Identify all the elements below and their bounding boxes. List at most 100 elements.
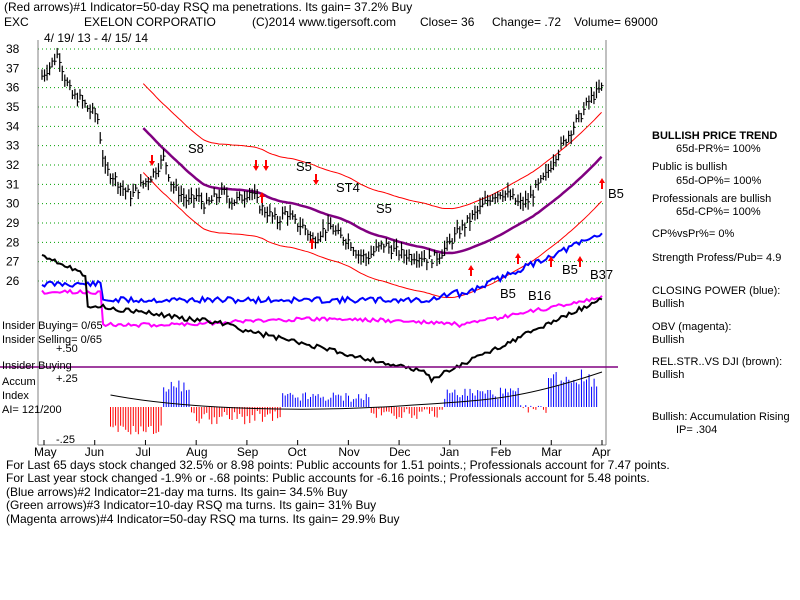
signal-label-b16: B16 bbox=[528, 288, 551, 303]
moving-average-path bbox=[142, 127, 603, 255]
red-buy-arrow bbox=[577, 256, 583, 267]
insider-selling-count: Insider Selling= 0/65 bbox=[2, 334, 102, 346]
y-tick-label-27: 27 bbox=[6, 255, 20, 269]
accum-plus25-label: +.25 bbox=[56, 373, 78, 385]
cpvspr-value: CP%vsPr%= 0% bbox=[652, 228, 735, 240]
public-title: Public is bullish bbox=[652, 161, 728, 173]
strength-value: Strength Profess/Pub= 4.9 bbox=[652, 252, 782, 264]
change-value: Change= .72 bbox=[492, 15, 562, 29]
signal-labels: S8 S5 ST4 S5 B5 B16 B5 B37 B5 bbox=[188, 141, 624, 303]
moving-average-line bbox=[142, 127, 603, 255]
company-name: EXELON CORPORATIO bbox=[84, 15, 216, 29]
signal-label-s5: S5 bbox=[296, 159, 312, 174]
relative-strength-path bbox=[41, 253, 603, 384]
insider-buying-label: Insider Buying bbox=[2, 360, 72, 372]
month-label-feb: Feb bbox=[491, 445, 512, 459]
signal-label-b5: B5 bbox=[500, 286, 516, 301]
footer-magenta-arrows: (Magenta arrows)#4 Indicator=50-day RSQ … bbox=[6, 512, 400, 526]
signal-label-s8: S8 bbox=[188, 141, 204, 156]
y-tick-label-35: 35 bbox=[6, 100, 20, 114]
red-sell-arrow bbox=[253, 160, 259, 171]
trend-title: BULLISH PRICE TREND bbox=[652, 130, 778, 142]
accum-plus50-label: +.50 bbox=[56, 343, 78, 355]
red-buy-arrow bbox=[468, 265, 474, 276]
signal-label-b5: B5 bbox=[608, 186, 624, 201]
y-tick-label-38: 38 bbox=[6, 42, 20, 56]
month-label-jan: Jan bbox=[440, 445, 459, 459]
month-label-dec: Dec bbox=[389, 445, 410, 459]
ip-value: IP= .304 bbox=[676, 424, 718, 436]
pr-value: 65d-PR%= 100% bbox=[676, 143, 761, 155]
month-label-aug: Aug bbox=[186, 445, 207, 459]
y-tick-label-32: 32 bbox=[6, 158, 20, 172]
obv-line bbox=[41, 288, 603, 329]
relative-strength-line bbox=[41, 253, 603, 384]
signal-label-st4: ST4 bbox=[336, 180, 360, 195]
red-buy-arrow bbox=[548, 256, 554, 267]
red-sell-arrow bbox=[149, 155, 155, 166]
relstr-title: REL.STR..VS DJI (brown): bbox=[652, 356, 783, 368]
obv-title: OBV (magenta): bbox=[652, 321, 732, 333]
copyright: (C)2014 www.tigersoft.com bbox=[252, 15, 397, 29]
signal-label-b37: B37 bbox=[590, 267, 613, 282]
close-value: Close= 36 bbox=[420, 15, 475, 29]
closing-power-title: CLOSING POWER (blue): bbox=[652, 285, 781, 297]
accumulation-title: Bullish: Accumulation Rising bbox=[652, 411, 790, 423]
month-label-apr: Apr bbox=[592, 445, 611, 459]
footer-blue-arrows: (Blue arrows)#2 Indicator=21-day ma turn… bbox=[6, 485, 348, 499]
signal-label-s5: S5 bbox=[376, 201, 392, 216]
footer-green-arrows: (Green arrows)#3 Indicator=10-day RSQ ma… bbox=[6, 498, 377, 512]
closing-power-value: Bullish bbox=[652, 298, 685, 310]
red-buy-arrow bbox=[259, 192, 265, 203]
closing-power-path bbox=[41, 232, 603, 306]
month-label-nov: Nov bbox=[338, 445, 359, 459]
accum-minus25-label: -.25 bbox=[56, 434, 75, 446]
upper-band bbox=[142, 83, 602, 210]
obv-path bbox=[41, 288, 603, 329]
month-label-jun: Jun bbox=[85, 445, 104, 459]
y-tick-label-34: 34 bbox=[6, 119, 20, 133]
month-label-jul: Jul bbox=[135, 445, 150, 459]
month-labels: May Jun Jul Aug Sep Oct Nov Dec Jan Feb Mar Apr bbox=[34, 440, 611, 459]
index-label: Index bbox=[2, 390, 29, 402]
price-series bbox=[41, 47, 604, 271]
y-tick-label-33: 33 bbox=[6, 139, 20, 153]
y-tick-label-30: 30 bbox=[6, 197, 20, 211]
month-label-may: May bbox=[34, 445, 57, 459]
red-buy-arrow bbox=[309, 238, 315, 249]
op-value: 65d-OP%= 100% bbox=[676, 175, 762, 187]
ai-value: AI= 121/200 bbox=[2, 404, 62, 416]
header-indicator-line: (Red arrows)#1 Indicator=50-day RSQ ma p… bbox=[4, 0, 413, 14]
y-tick-label-37: 37 bbox=[6, 61, 20, 75]
volume-value: Volume= 69000 bbox=[574, 15, 658, 29]
obv-value: Bullish bbox=[652, 334, 685, 346]
pros-title: Professionals are bullish bbox=[652, 193, 772, 205]
cp-value: 65d-CP%= 100% bbox=[676, 206, 761, 218]
relstr-value: Bullish bbox=[652, 369, 685, 381]
red-sell-arrow bbox=[313, 174, 319, 185]
signal-label-b5: B5 bbox=[562, 262, 578, 277]
y-tick-label-26: 26 bbox=[6, 274, 20, 288]
y-tick-label-31: 31 bbox=[6, 177, 20, 191]
closing-power-line bbox=[41, 232, 603, 306]
month-label-mar: Mar bbox=[541, 445, 562, 459]
accum-ma-line bbox=[110, 371, 603, 410]
accum-label: Accum bbox=[2, 376, 36, 388]
ticker-symbol: EXC bbox=[4, 15, 29, 29]
month-label-oct: Oct bbox=[288, 445, 307, 459]
red-sell-arrow bbox=[263, 160, 269, 171]
month-label-sep: Sep bbox=[237, 445, 259, 459]
price-grid-lines bbox=[37, 40, 607, 446]
signal-arrows bbox=[149, 155, 605, 276]
price-y-axis-ticks: 38 37 36 35 34 33 32 31 30 29 28 27 26 bbox=[6, 42, 20, 288]
y-tick-label-36: 36 bbox=[6, 81, 20, 95]
y-tick-label-29: 29 bbox=[6, 216, 20, 230]
red-buy-arrow bbox=[599, 178, 605, 189]
footer-65day-change: For Last 65 days stock changed 32.5% or … bbox=[6, 458, 670, 472]
insider-buying-count: Insider Buying= 0/65 bbox=[2, 320, 103, 332]
accumulation-index-histogram bbox=[0, 366, 618, 435]
footer-year-change: For Last year stock changed -1.9% or -.6… bbox=[6, 471, 650, 485]
red-buy-arrow bbox=[515, 253, 521, 264]
y-tick-label-28: 28 bbox=[6, 235, 20, 249]
